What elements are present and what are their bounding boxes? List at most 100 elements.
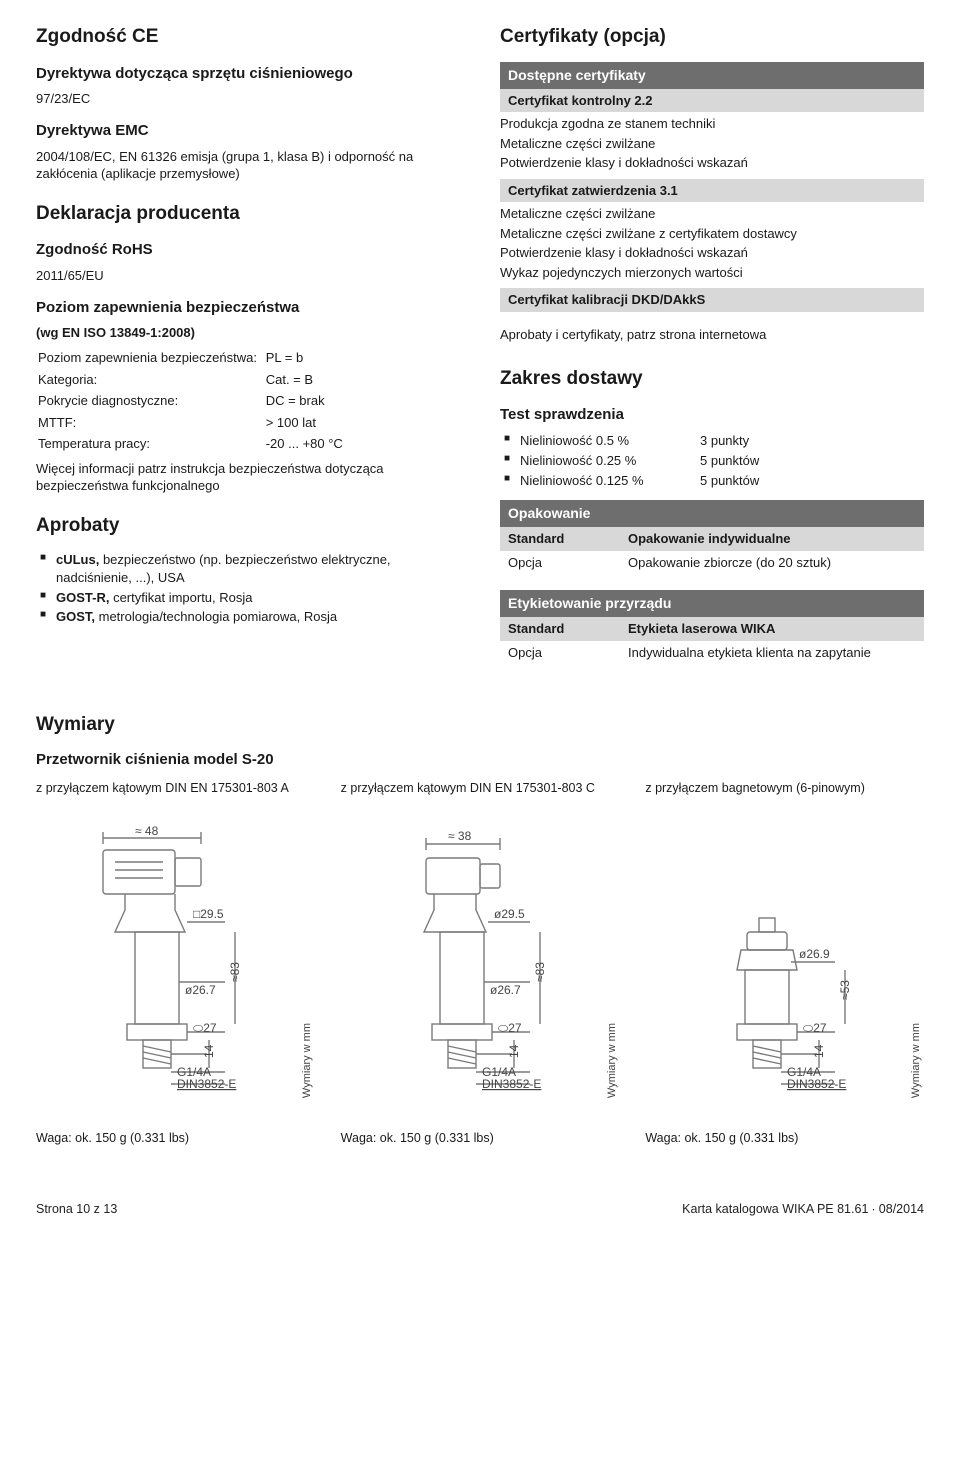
aprobaty-rest: metrologia/technologia pomiarowa, Rosja [95,609,337,624]
opak-row: Opcja Opakowanie zbiorcze (do 20 sztuk) [500,551,924,575]
kv-val: Cat. = B [266,370,458,390]
cert-line: Metaliczne części zwilżane [500,134,924,154]
kv-val: DC = brak [266,391,458,411]
list-item: Nieliniowość 0.125 %5 punktów [504,471,924,491]
cert22-body: Produkcja zgodna ze stanem techniki Meta… [500,112,924,179]
kv-key: Pokrycie diagnostyczne: [38,391,264,411]
dim-top: ≈ 38 [448,829,472,843]
dim-d1: ø26.7 [185,983,216,997]
etik-opc-key: Opcja [508,644,628,662]
dim-col-b: z przyłączem bagnetowym (6-pinowym) [645,780,924,1147]
heading-aprobaty: Aprobaty [36,513,460,539]
dim-d2: ⬭27 [193,1021,217,1035]
dim-box: □29.5 [193,907,224,921]
left-column: Zgodność CE Dyrektywa dotycząca sprzętu … [36,24,460,664]
dim-hbody: ≈83 [533,962,547,982]
etik-header-row: Standard Etykieta laserowa WIKA [500,617,924,641]
dim-d1: ø26.7 [490,983,521,997]
right-column: Certyfikaty (opcja) Dostępne certyfikaty… [500,24,924,664]
dim-caption: z przyłączem bagnetowym (6-pinowym) [645,780,924,814]
etik-std-key: Standard [508,620,628,638]
cert-dkd: Certyfikat kalibracji DKD/DAkkS [500,288,924,312]
dim-din: DIN3852-E [482,1077,541,1091]
kv-val: > 100 lat [266,413,458,433]
dyr-emc-value: 2004/108/EC, EN 61326 emisja (grupa 1, k… [36,148,460,183]
dyr-cis-value: 97/23/EC [36,90,460,108]
opak-opc-key: Opcja [508,554,628,572]
opak-std-val: Opakowanie indywidualne [628,530,791,548]
dim-col-c: z przyłączem kątowym DIN EN 175301-803 C [341,780,620,1147]
sensor-drawing-a: ≈ 48 □29.5 ≈83 ø26.7 ⬭27 14 G1/4A DIN385… [65,822,285,1122]
wymiary-subtitle: Przetwornik ciśnienia model S-20 [36,750,924,770]
kv-key: Temperatura pracy: [38,434,264,454]
etik-row: Opcja Indywidualna etykieta klienta na z… [500,641,924,665]
cert-line: Potwierdzenie klasy i dokładności wskaza… [500,243,924,263]
aprobaty-bold: cULus, [56,552,99,567]
dim-din: DIN3852-E [787,1077,846,1091]
dim-weight: Waga: ok. 150 g (0.331 lbs) [645,1130,924,1147]
aprobaty-rest: bezpieczeństwo (np. bezpieczeństwo elekt… [56,552,391,585]
aprobaty-bold: GOST, [56,609,95,624]
opak-header-row: Standard Opakowanie indywidualne [500,527,924,551]
poziom-sub: (wg EN ISO 13849-1:2008) [36,324,460,342]
kv-val: -20 ... +80 °C [266,434,458,454]
dim-d2: ⬭27 [498,1021,522,1035]
dim-hthread: 14 [507,1044,521,1058]
kv-val: PL = b [266,348,458,368]
cert-line: Wykaz pojedynczych mierzonych wartości [500,263,924,283]
cert-line: Metaliczne części zwilżane [500,204,924,224]
opak-opc-val: Opakowanie zbiorcze (do 20 sztuk) [628,554,831,572]
heading-zakres: Zakres dostawy [500,366,924,392]
kv-key: Kategoria: [38,370,264,390]
test-value: 5 punktów [700,452,759,470]
heading-wymiary: Wymiary [36,712,924,738]
sensor-drawing-c: ≈ 38 ø29.5 ≈83 ø26.7 ⬭27 14 G1/4A DIN385… [370,822,590,1122]
list-item: Nieliniowość 0.5 %3 punkty [504,431,924,451]
kv-key: Poziom zapewnienia bezpieczeństwa: [38,348,264,368]
heading-rohs: Zgodność RoHS [36,240,460,260]
poziom-note: Więcej informacji patrz instrukcja bezpi… [36,460,460,495]
heading-poziom: Poziom zapewnienia bezpieczeństwa [36,298,460,318]
dim-hbody: ≈83 [228,962,242,982]
test-label: Nieliniowość 0.125 % [520,472,700,490]
band-dostepne: Dostępne certyfikaty [500,62,924,89]
dim-hthread: 14 [812,1044,826,1058]
heading-test: Test sprawdzenia [500,405,924,425]
dim-weight: Waga: ok. 150 g (0.331 lbs) [341,1130,620,1147]
dim-dtop: ø29.5 [494,907,525,921]
test-label: Nieliniowość 0.25 % [520,452,700,470]
list-item: Nieliniowość 0.25 %5 punktów [504,451,924,471]
aprobaty-rest: certyfikat importu, Rosja [109,590,252,605]
band-opakowanie: Opakowanie [500,500,924,527]
test-list: Nieliniowość 0.5 %3 punkty Nieliniowość … [500,431,924,490]
aprobaty-list: cULus, bezpieczeństwo (np. bezpieczeństw… [36,550,460,626]
dim-weight: Waga: ok. 150 g (0.331 lbs) [36,1130,315,1147]
etik-opc-val: Indywidualna etykieta klienta na zapytan… [628,644,871,662]
opak-std-key: Standard [508,530,628,548]
heading-dyr-emc: Dyrektywa EMC [36,121,460,141]
side-label: Wymiary w mm [909,1023,924,1098]
heading-deklaracja: Deklaracja producenta [36,201,460,227]
dim-top: ≈ 48 [135,824,159,838]
dim-col-a: z przyłączem kątowym DIN EN 175301-803 A [36,780,315,1147]
page-footer: Strona 10 z 13 Karta katalogowa WIKA PE … [36,1201,924,1218]
poziom-table: Poziom zapewnienia bezpieczeństwa:PL = b… [36,346,460,456]
dim-hthread: 14 [202,1044,216,1058]
cert-line: Produkcja zgodna ze stanem techniki [500,114,924,134]
test-value: 3 punkty [700,432,749,450]
band-etykietowanie: Etykietowanie przyrządu [500,590,924,617]
etik-std-val: Etykieta laserowa WIKA [628,620,775,638]
cert-line: Metaliczne części zwilżane z certyfikate… [500,224,924,244]
side-label: Wymiary w mm [605,1023,620,1098]
test-label: Nieliniowość 0.5 % [520,432,700,450]
dim-d2: ⬭27 [803,1021,827,1035]
test-value: 5 punktów [700,472,759,490]
dim-caption: z przyłączem kątowym DIN EN 175301-803 A [36,780,315,814]
heading-dyr-cis: Dyrektywa dotycząca sprzętu ciśnienioweg… [36,64,460,84]
kv-key: MTTF: [38,413,264,433]
cert31-head: Certyfikat zatwierdzenia 3.1 [500,179,924,203]
heading-certyfikaty: Certyfikaty (opcja) [500,24,924,50]
aprobaty-bold: GOST-R, [56,590,109,605]
sensor-drawing-b: ø26.9 ≈53 ⬭27 14 G1/4A DIN3852-E [675,822,895,1122]
dim-hbody: ≈53 [838,980,852,1000]
